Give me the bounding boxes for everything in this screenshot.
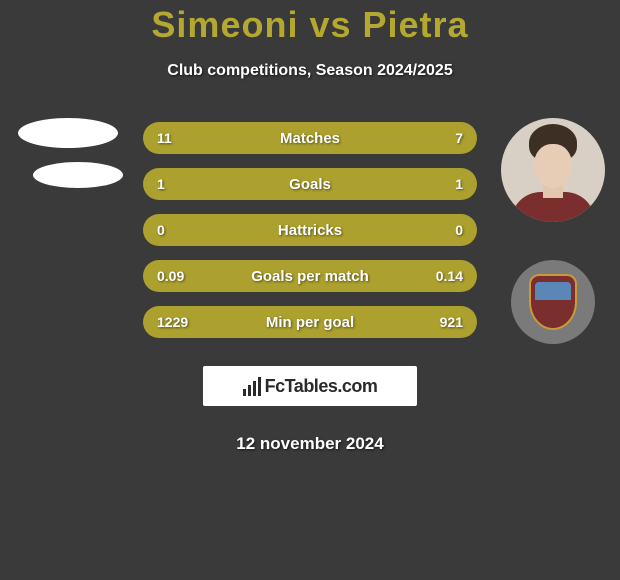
stat-row: 0.09 Goals per match 0.14 [143,260,477,292]
left-side-column [8,118,127,188]
fctables-logo: FcTables.com [203,366,417,406]
left-avatar-1 [18,118,118,148]
player-silhouette [501,118,605,222]
stat-label: Goals per match [251,268,369,285]
stat-row: 1 Goals 1 [143,168,477,200]
stat-left-value: 0 [157,222,197,238]
page-title: Simeoni vs Pietra [151,4,468,46]
stat-label: Min per goal [266,314,354,331]
subtitle: Club competitions, Season 2024/2025 [167,62,452,80]
stat-label: Hattricks [278,222,342,239]
shield-icon [529,274,577,330]
bar-chart-icon [243,376,261,396]
stat-row: 11 Matches 7 [143,122,477,154]
main-row: 11 Matches 7 1 Goals 1 0 Hattricks 0 0.0… [0,118,620,454]
logo-text: FcTables.com [265,376,378,397]
stat-right-value: 0.14 [423,268,463,284]
stat-row: 1229 Min per goal 921 [143,306,477,338]
left-avatar-2 [33,162,123,188]
club-crest [511,260,595,344]
stat-right-value: 921 [423,314,463,330]
date-line: 12 november 2024 [236,434,383,454]
right-side-column [493,118,612,344]
stat-left-value: 1229 [157,314,197,330]
player-avatar [501,118,605,222]
stat-right-value: 7 [423,130,463,146]
stat-row: 0 Hattricks 0 [143,214,477,246]
stat-label: Matches [280,130,340,147]
root: Simeoni vs Pietra Club competitions, Sea… [0,0,620,454]
stat-left-value: 0.09 [157,268,197,284]
stat-right-value: 0 [423,222,463,238]
stat-left-value: 11 [157,130,197,146]
stats-column: 11 Matches 7 1 Goals 1 0 Hattricks 0 0.0… [127,118,493,454]
stat-left-value: 1 [157,176,197,192]
stat-label: Goals [289,176,331,193]
stat-right-value: 1 [423,176,463,192]
